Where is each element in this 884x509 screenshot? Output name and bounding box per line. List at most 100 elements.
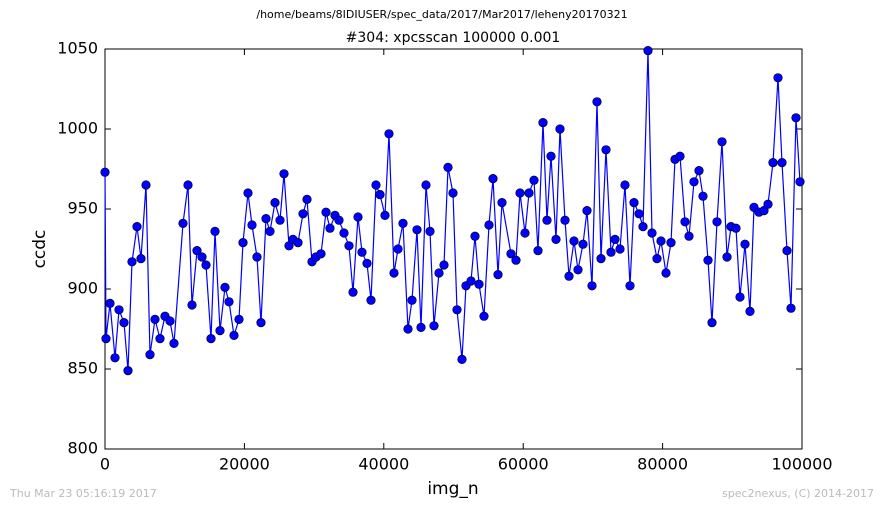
data-point [596,254,606,264]
data-point [243,188,253,198]
data-point [569,236,579,246]
data-point [474,279,484,289]
data-point [625,281,635,291]
data-point [555,124,565,134]
data-point [520,228,530,238]
y-tick-label: 950 [67,199,98,218]
data-point [470,231,480,241]
data-point [210,226,220,236]
data-point [582,206,592,216]
data-point [768,158,778,168]
data-point [601,145,611,155]
y-tick-label: 850 [67,359,98,378]
footer-right: spec2nexus, (C) 2014-2017 [722,487,874,500]
data-point [132,222,142,232]
y-axis-label: ccdc [30,230,50,269]
data-point [380,210,390,220]
data-point [448,188,458,198]
data-point [302,194,312,204]
data-point [393,244,403,254]
data-point [745,306,755,317]
data-point [334,215,344,225]
data-point [578,239,588,249]
data-point [321,207,331,217]
data-point [731,223,741,233]
data-point [689,177,699,187]
data-point [643,45,653,56]
data-point [201,260,211,270]
data-point [684,231,694,241]
data-point [183,180,193,190]
data-point [206,334,216,344]
data-point [105,298,115,309]
data-point [773,73,783,83]
y-tick-label: 1000 [57,119,98,138]
data-point [452,305,462,315]
data-point [457,354,467,365]
data-point [786,303,796,313]
data-point [412,225,422,235]
x-tick-label: 40000 [358,455,409,474]
data-point [344,241,354,251]
data-point [270,198,280,208]
y-tick-label: 900 [67,279,98,298]
data-point [698,191,708,201]
data-point [325,223,335,233]
data-point [680,217,690,227]
data-point [224,297,234,307]
data-point [524,188,534,198]
data-point [403,324,413,334]
data-point [694,166,704,176]
data-point [375,190,385,200]
data-point [123,366,133,376]
footer-left: Thu Mar 23 05:16:19 2017 [9,487,157,500]
data-point [421,180,431,190]
data-point [425,226,435,236]
data-point [136,254,146,264]
data-point [703,255,713,265]
data-point [220,282,230,293]
data-point [229,330,239,341]
x-tick-label: 0 [100,455,110,474]
data-line [104,50,801,371]
data-point [238,238,248,248]
data-point [546,151,556,161]
data-point [573,265,583,275]
data-point [398,218,408,228]
data-point [606,247,616,257]
data-point [735,292,745,302]
data-point [542,215,552,225]
data-point [740,239,750,249]
data-point [511,255,521,265]
data-point [538,117,548,128]
data-point [348,287,358,297]
data-point [564,271,574,281]
x-tick-label: 20000 [219,455,270,474]
data-point [712,217,722,227]
data-point [178,218,188,228]
data-point [795,177,805,187]
data-point [265,226,275,236]
data-point [110,353,120,363]
data-point [362,258,372,269]
data-point [165,316,175,326]
data-point [777,158,787,168]
data-point [647,228,657,238]
data-point [127,257,137,267]
data-point [652,254,662,264]
data-point [661,268,671,278]
data-point [791,113,801,123]
data-point [247,220,257,230]
data-point [592,97,602,107]
x-tick-label: 100000 [771,455,832,474]
data-point [722,252,732,262]
x-tick-label: 60000 [498,455,549,474]
data-point [234,314,244,325]
data-point [155,334,165,344]
data-point [357,247,367,257]
data-point [100,167,110,177]
y-tick-label: 1050 [57,39,98,58]
data-point [279,169,289,179]
data-point [145,350,155,360]
